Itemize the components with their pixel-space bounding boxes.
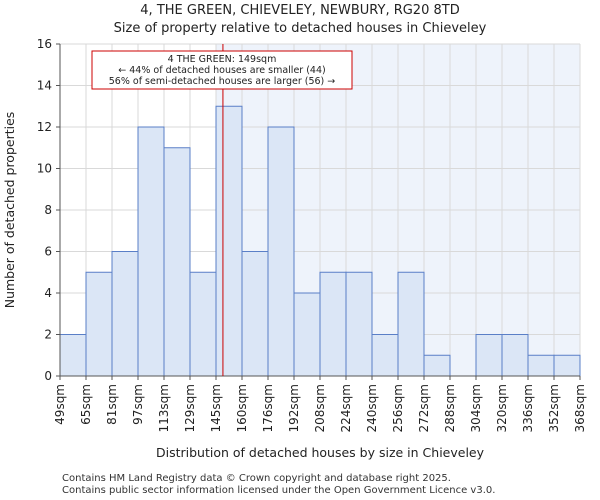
bar-129sqm <box>189 271 217 377</box>
x-tick-label: 97sqm <box>131 384 145 425</box>
annotation-line-1: 4 THE GREEN: 149sqm <box>168 54 277 65</box>
chart-subtitle: Size of property relative to detached ho… <box>113 21 487 36</box>
x-tick-label: 368sqm <box>573 384 587 432</box>
annotation-line-3: 56% of semi-detached houses are larger (… <box>109 76 336 87</box>
bar-304sqm <box>475 334 503 377</box>
bar-81sqm <box>111 251 139 377</box>
x-tick-label: 160sqm <box>235 384 249 432</box>
y-tick-label: 2 <box>44 328 52 342</box>
annotation-line-2: ← 44% of detached houses are smaller (44… <box>118 65 325 76</box>
x-tick-label: 176sqm <box>261 384 275 432</box>
bar-113sqm <box>163 147 191 377</box>
y-tick-label: 10 <box>37 162 52 176</box>
x-tick-label: 272sqm <box>417 384 431 432</box>
y-tick-label: 16 <box>37 37 52 51</box>
annotation-box <box>91 50 353 90</box>
x-tick-label: 49sqm <box>53 384 67 425</box>
x-tick-label: 256sqm <box>391 384 405 432</box>
bar-240sqm <box>371 334 399 377</box>
bar-208sqm <box>319 271 347 377</box>
footer-line-1: Contains HM Land Registry data © Crown c… <box>62 473 451 484</box>
y-tick-label: 4 <box>44 286 52 300</box>
bar-352sqm <box>553 354 581 377</box>
x-tick-label: 352sqm <box>547 384 561 432</box>
bar-272sqm <box>423 354 451 377</box>
bar-176sqm <box>267 126 295 377</box>
bar-224sqm <box>345 271 373 377</box>
x-tick-label: 113sqm <box>157 384 171 432</box>
x-tick-label: 336sqm <box>521 384 535 432</box>
bar-145sqm <box>215 105 243 377</box>
bar-65sqm <box>85 271 113 377</box>
y-tick-label: 6 <box>44 245 52 259</box>
x-tick-label: 224sqm <box>339 384 353 432</box>
y-tick-label: 0 <box>44 369 52 383</box>
x-axis-title: Distribution of detached houses by size … <box>156 445 485 460</box>
bar-256sqm <box>397 271 425 377</box>
y-tick-label: 8 <box>44 203 52 217</box>
x-tick-label: 192sqm <box>287 384 301 432</box>
y-tick-label: 12 <box>37 120 52 134</box>
bar-160sqm <box>241 251 269 377</box>
y-tick-label: 14 <box>37 79 52 93</box>
y-axis-title: Number of detached properties <box>2 112 17 309</box>
bar-320sqm <box>501 334 529 377</box>
x-tick-label: 288sqm <box>443 384 457 432</box>
x-tick-label: 145sqm <box>209 384 223 432</box>
x-tick-label: 208sqm <box>313 384 327 432</box>
bar-336sqm <box>527 354 555 377</box>
x-tick-label: 304sqm <box>469 384 483 432</box>
x-tick-label: 240sqm <box>365 384 379 432</box>
x-tick-label: 320sqm <box>495 384 509 432</box>
bar-49sqm <box>59 334 87 377</box>
footer-line-2: Contains public sector information licen… <box>62 485 496 496</box>
x-tick-label: 81sqm <box>105 384 119 425</box>
chart-title: 4, THE GREEN, CHIEVELEY, NEWBURY, RG20 8… <box>140 3 460 18</box>
x-tick-label: 65sqm <box>79 384 93 425</box>
x-tick-label: 129sqm <box>183 384 197 432</box>
bar-97sqm <box>137 126 165 377</box>
bar-192sqm <box>293 292 321 377</box>
